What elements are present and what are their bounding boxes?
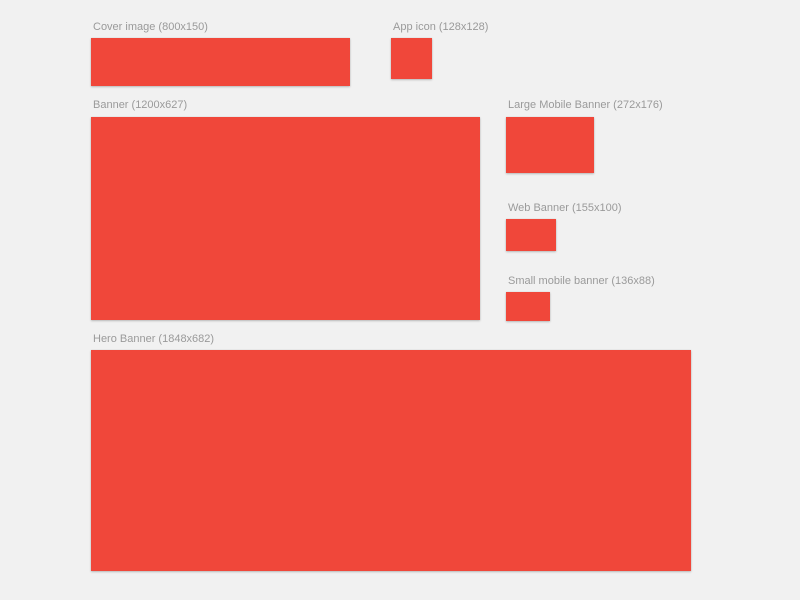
- artboard-label-small-mobile-banner[interactable]: Small mobile banner (136x88): [508, 275, 655, 287]
- artboard-label-banner[interactable]: Banner (1200x627): [93, 99, 188, 111]
- artboard-hero-banner[interactable]: [91, 350, 691, 571]
- artboard-cover-image[interactable]: [91, 38, 350, 86]
- artboard-app-icon[interactable]: [391, 38, 432, 79]
- artboard-label-large-mobile-banner[interactable]: Large Mobile Banner (272x176): [508, 99, 663, 111]
- artboard-web-banner[interactable]: [506, 219, 556, 251]
- artboard-label-web-banner[interactable]: Web Banner (155x100): [508, 202, 622, 214]
- artboard-label-app-icon[interactable]: App icon (128x128): [393, 21, 489, 33]
- artboard-banner[interactable]: [91, 117, 480, 320]
- artboard-large-mobile-banner[interactable]: [506, 117, 594, 173]
- artboard-small-mobile-banner[interactable]: [506, 292, 550, 321]
- artboard-label-hero-banner[interactable]: Hero Banner (1848x682): [93, 333, 215, 345]
- artboard-label-cover-image[interactable]: Cover image (800x150): [93, 21, 208, 33]
